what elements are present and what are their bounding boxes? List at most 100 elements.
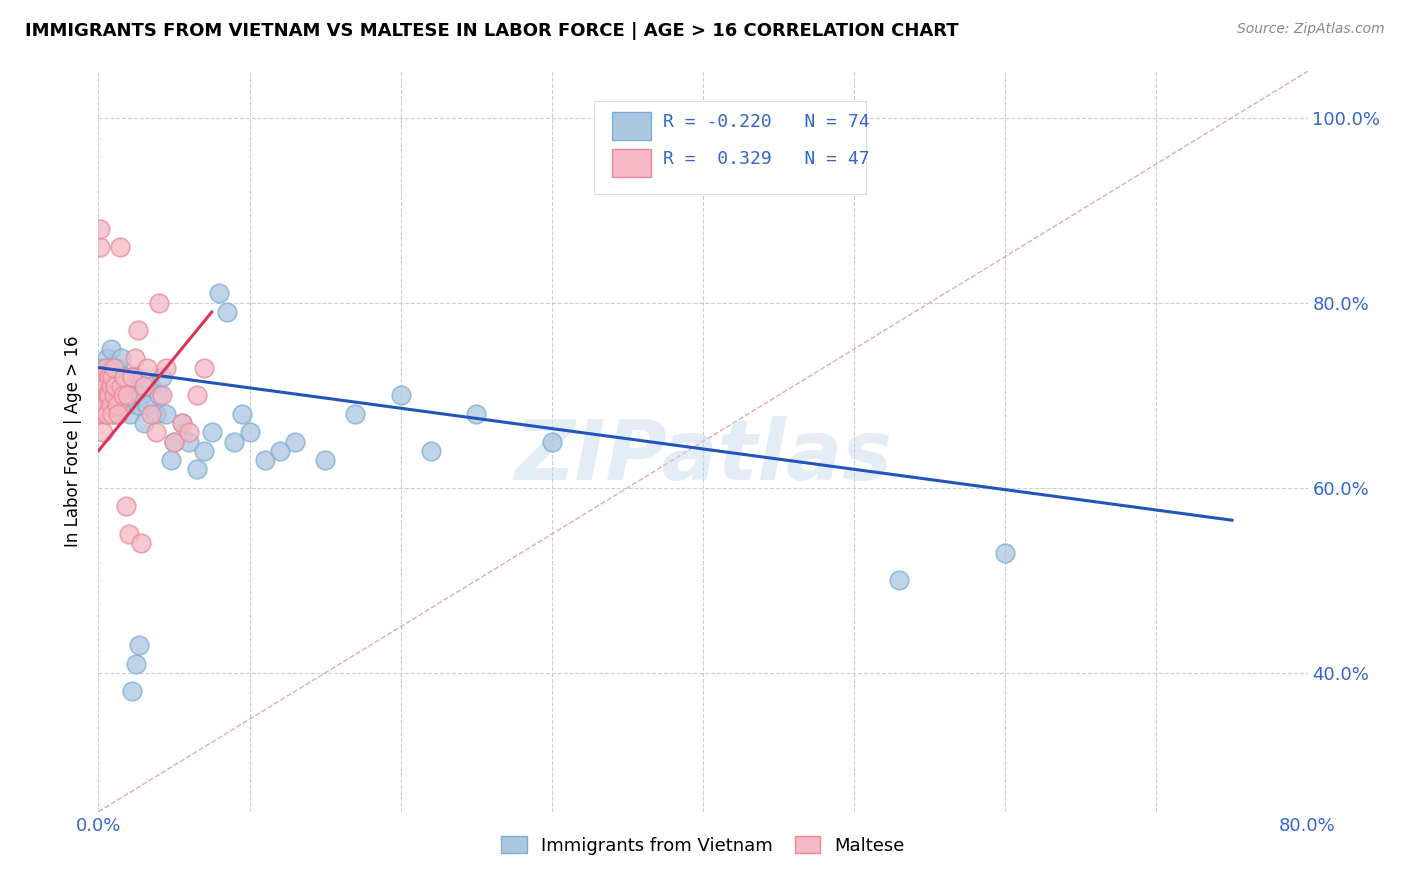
Point [104, 379, 127, 393]
Point [96, 407, 118, 421]
Point [103, 388, 125, 402]
Point [389, 388, 412, 402]
FancyBboxPatch shape [613, 112, 651, 140]
Point [239, 425, 262, 440]
Point [186, 462, 208, 476]
Point [141, 407, 163, 421]
Point [93, 369, 115, 384]
Point [284, 434, 307, 449]
Point [994, 545, 1017, 560]
FancyBboxPatch shape [613, 149, 651, 178]
Point [110, 388, 132, 402]
Point [253, 453, 276, 467]
Point [91, 379, 114, 393]
Point [101, 360, 124, 375]
Point [129, 388, 152, 402]
Text: Source: ZipAtlas.com: Source: ZipAtlas.com [1237, 22, 1385, 37]
Point [314, 453, 336, 467]
Point [118, 369, 141, 384]
Point [163, 434, 186, 449]
Point [112, 369, 135, 384]
Point [100, 379, 122, 393]
Point [465, 407, 488, 421]
Point [420, 443, 443, 458]
Point [124, 351, 146, 366]
Point [111, 369, 134, 384]
Point [114, 398, 136, 412]
Point [150, 369, 173, 384]
Point [269, 443, 291, 458]
Point [125, 369, 148, 384]
Point [89, 360, 111, 375]
Point [101, 388, 124, 402]
Point [122, 388, 145, 402]
Point [231, 407, 253, 421]
Point [110, 351, 132, 366]
Point [132, 379, 155, 393]
Point [118, 527, 141, 541]
Point [91, 388, 114, 402]
Point [90, 369, 112, 384]
Legend: Immigrants from Vietnam, Maltese: Immigrants from Vietnam, Maltese [494, 829, 912, 862]
Point [93, 360, 115, 375]
Point [125, 657, 148, 671]
Point [160, 453, 183, 467]
Point [186, 388, 208, 402]
Point [100, 398, 122, 412]
Point [145, 407, 167, 421]
Point [128, 638, 150, 652]
Point [94, 407, 117, 421]
Point [155, 407, 177, 421]
Point [96, 351, 118, 366]
Point [193, 443, 215, 458]
Point [114, 500, 136, 514]
Point [127, 323, 149, 337]
Point [121, 369, 143, 384]
Point [101, 369, 124, 384]
Point [148, 295, 170, 310]
Text: ZIPatlas: ZIPatlas [515, 416, 891, 497]
Point [121, 684, 143, 698]
Point [100, 398, 122, 412]
Point [89, 240, 111, 254]
Point [90, 388, 112, 402]
Point [105, 360, 128, 375]
Point [107, 369, 129, 384]
Point [98, 388, 121, 402]
Point [344, 407, 367, 421]
Point [132, 416, 155, 430]
Point [193, 360, 215, 375]
Point [91, 407, 114, 421]
Point [215, 305, 238, 319]
Point [100, 379, 122, 393]
Point [889, 574, 911, 588]
Point [93, 398, 115, 412]
Point [129, 536, 152, 550]
Point [208, 286, 231, 301]
Point [155, 360, 177, 375]
Point [94, 388, 117, 402]
Point [94, 379, 117, 393]
Point [107, 407, 129, 421]
Point [121, 379, 143, 393]
Point [108, 240, 131, 254]
Text: R =  0.329   N = 47: R = 0.329 N = 47 [664, 151, 870, 169]
Point [135, 398, 157, 412]
Point [96, 388, 118, 402]
Point [105, 398, 128, 412]
Point [170, 416, 193, 430]
Point [94, 360, 117, 375]
Point [90, 407, 112, 421]
Point [98, 388, 121, 402]
Point [115, 388, 138, 402]
Y-axis label: In Labor Force | Age > 16: In Labor Force | Age > 16 [65, 335, 83, 548]
Point [150, 388, 173, 402]
Point [103, 360, 125, 375]
Point [107, 407, 129, 421]
Point [163, 434, 186, 449]
Point [179, 425, 201, 440]
Text: R = -0.220   N = 74: R = -0.220 N = 74 [664, 113, 870, 131]
Point [103, 407, 125, 421]
Point [100, 342, 122, 356]
Point [148, 388, 170, 402]
